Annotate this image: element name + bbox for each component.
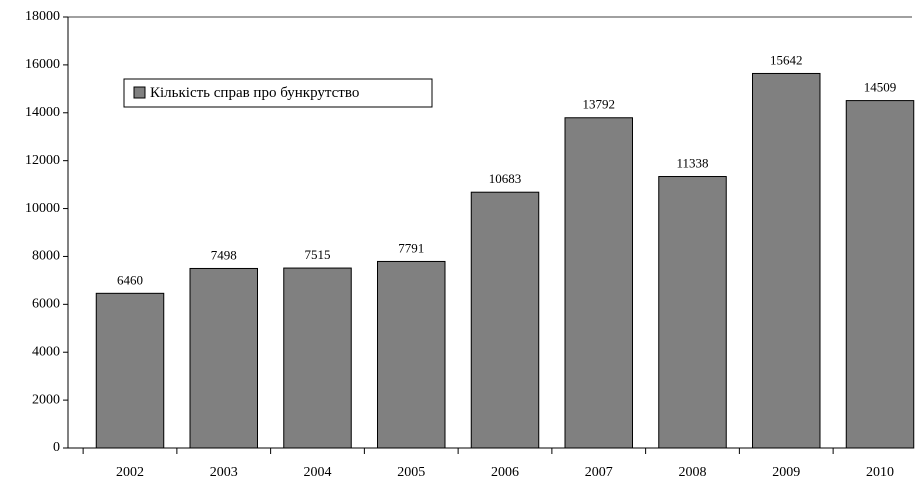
x-tick-label: 2002 [116,465,144,480]
x-tick-label: 2005 [397,465,425,480]
bar [564,117,633,449]
x-tick-label: 2008 [679,465,707,480]
legend-swatch [133,86,146,99]
bar [470,191,540,449]
x-tick-label: 2007 [585,465,613,480]
data-label: 14509 [864,80,897,95]
data-label: 15642 [770,52,803,67]
y-tick-label: 10000 [25,201,60,216]
bar [95,292,165,449]
bar [658,176,727,449]
bar [377,260,446,449]
x-tick-label: 2009 [772,465,800,480]
data-label: 7515 [305,247,331,262]
data-label: 7791 [398,240,424,255]
data-label: 11338 [676,156,708,171]
y-tick-label: 6000 [32,297,60,312]
y-tick-label: 2000 [32,392,60,407]
x-tick-label: 2004 [304,465,332,480]
y-tick-label: 12000 [25,153,60,168]
data-label: 10683 [489,171,522,186]
y-tick-label: 16000 [25,57,60,72]
legend-box [123,78,433,108]
bar [283,267,352,449]
legend-label: Кількість справ про бункрутство [150,85,359,101]
data-label: 13792 [583,97,616,112]
data-label: 6460 [117,272,143,287]
y-tick-label: 18000 [25,9,60,24]
x-tick-label: 2006 [491,465,519,480]
y-tick-label: 14000 [25,105,60,120]
y-tick-label: 0 [53,440,60,455]
x-tick-label: 2003 [210,465,238,480]
bar [189,267,258,449]
y-tick-label: 8000 [32,249,60,264]
data-label: 7498 [211,247,237,262]
y-tick-label: 4000 [32,344,60,359]
x-tick-label: 2010 [866,465,894,480]
bar [845,100,915,449]
bar [752,72,821,449]
